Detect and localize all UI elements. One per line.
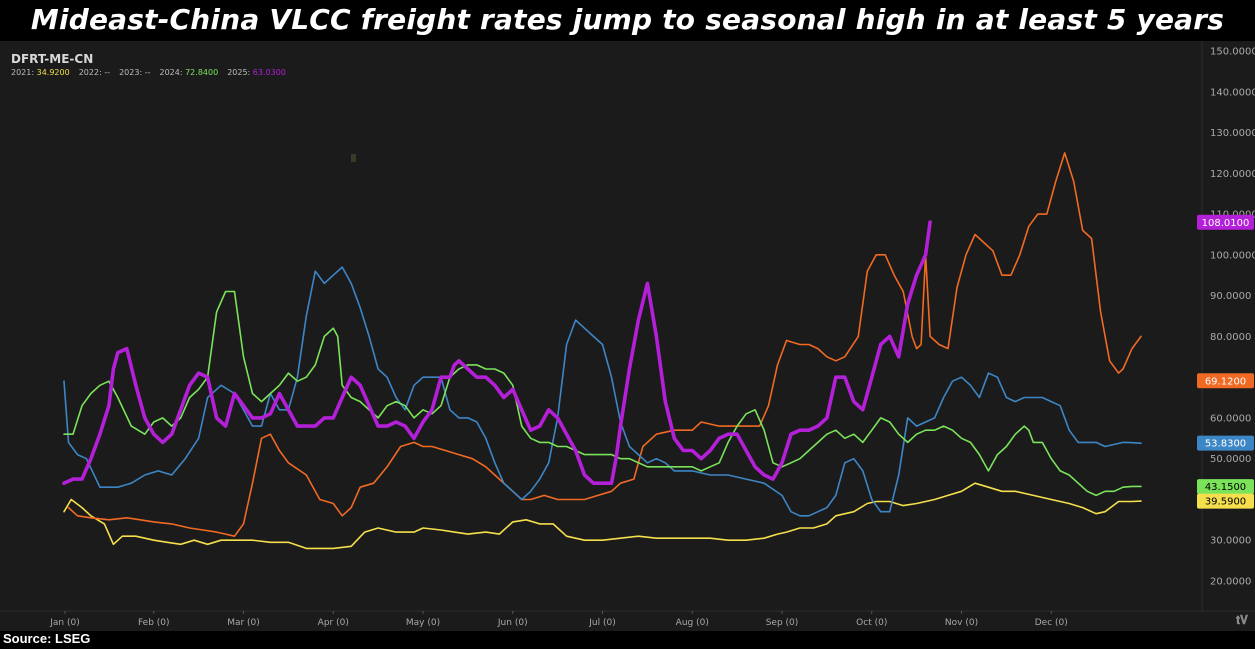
x-tick-label: Jul (0)	[588, 618, 615, 628]
legend-item: 2023: --	[119, 68, 150, 77]
symbol-label: DFRT-ME-CN	[11, 52, 94, 66]
legend-value: --	[104, 68, 111, 77]
x-tick-label: Apr (0)	[318, 618, 349, 628]
last-value-tag-text: 69.1200	[1205, 376, 1246, 387]
legend-value: 34.9200	[36, 68, 70, 77]
last-value-tag-text: 53.8300	[1205, 439, 1246, 450]
y-tick-label: 20.0000	[1210, 577, 1251, 588]
y-tick-label: 120.0000	[1210, 169, 1255, 180]
chart-panel[interactable]: 20.000030.000040.000050.000060.000070.00…	[0, 41, 1255, 631]
legend-item: 2024: 72.8400	[159, 68, 218, 77]
legend-label: 2021:	[11, 68, 37, 77]
series-line-2024[interactable]	[63, 290, 1142, 497]
legend-label: 2023:	[119, 68, 145, 77]
legend-label: 2025:	[227, 68, 253, 77]
last-value-tag	[1197, 493, 1254, 509]
y-tick-label: 50.0000	[1210, 454, 1251, 465]
legend-value: --	[144, 68, 151, 77]
series-line-2022[interactable]	[67, 152, 1142, 537]
x-tick-label: Jun (0)	[497, 618, 528, 628]
source-note: Source: LSEG	[3, 631, 91, 646]
legend-label: 2022:	[78, 68, 105, 77]
x-tick-label: May (0)	[406, 618, 440, 628]
y-tick-label: 80.0000	[1210, 332, 1251, 343]
x-tick-label: Feb (0)	[138, 618, 170, 628]
y-tick-label: 150.0000	[1210, 47, 1255, 58]
last-value-tag-text: 39.5900	[1205, 497, 1246, 508]
legend-label: 2024:	[159, 68, 186, 77]
x-tick-label: Aug (0)	[676, 618, 709, 628]
x-tick-label: Mar (0)	[227, 618, 260, 628]
y-tick-label: 60.0000	[1210, 413, 1251, 424]
headline: Mideast-China VLCC freight rates jump to…	[30, 3, 1225, 36]
y-tick-label: 140.0000	[1210, 87, 1255, 98]
legend-value: 63.0300	[252, 68, 286, 77]
tradingview-logo-icon[interactable]: 𝐭𝐕	[1236, 613, 1249, 627]
y-tick-label: 100.0000	[1210, 250, 1255, 261]
y-tick-label: 90.0000	[1210, 291, 1251, 302]
legend-item: 2021: 34.9200	[11, 68, 70, 77]
y-tick-label: 130.0000	[1210, 128, 1255, 139]
x-tick-label: Nov (0)	[945, 618, 978, 628]
last-value-tag	[1197, 373, 1254, 389]
last-value-tag	[1197, 214, 1254, 230]
chart-marker	[351, 154, 356, 162]
series-line-2025[interactable]	[62, 220, 932, 485]
line-chart[interactable]: 20.000030.000040.000050.000060.000070.00…	[0, 41, 1255, 631]
x-tick-label: Dec (0)	[1035, 618, 1068, 628]
legend-item: 2025: 63.0300	[227, 68, 286, 77]
last-value-tag-text: 108.0100	[1202, 218, 1250, 229]
last-value-tag	[1197, 479, 1254, 495]
x-tick-label: Jan (0)	[49, 618, 79, 628]
x-tick-label: Sep (0)	[766, 618, 799, 628]
legend-value: 72.8400	[185, 68, 219, 77]
legend: 2021: 34.9200 2022: -- 2023: -- 2024: 72.84…	[11, 68, 295, 77]
last-value-tag	[1197, 435, 1254, 451]
x-tick-label: Oct (0)	[856, 618, 887, 628]
legend-item: 2022: --	[79, 68, 110, 77]
series-line-2021[interactable]	[63, 482, 1142, 550]
series-line-2023[interactable]	[63, 266, 1142, 517]
last-value-tag-text: 43.1500	[1205, 482, 1246, 493]
y-tick-label: 30.0000	[1210, 536, 1251, 547]
